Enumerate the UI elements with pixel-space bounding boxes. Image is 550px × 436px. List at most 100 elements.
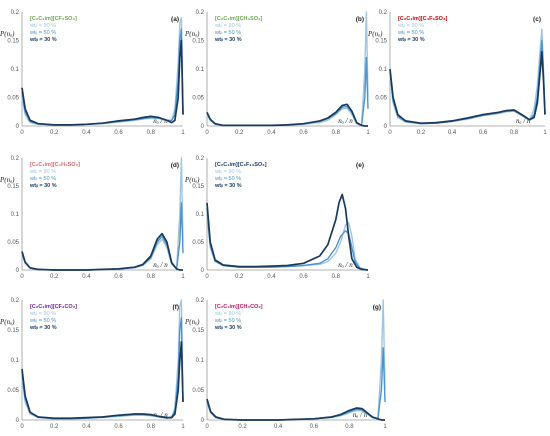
x-tick-label: 1 xyxy=(383,424,387,430)
y-tick-label: 0.2 xyxy=(379,10,388,16)
series-line xyxy=(21,341,184,420)
y-tick-label: 0.05 xyxy=(192,96,204,102)
x-tick-label: 0.8 xyxy=(332,274,341,280)
y-tick-label: 0.2 xyxy=(196,298,205,304)
y-tick-label: 0.15 xyxy=(192,39,204,45)
series-line xyxy=(206,56,369,127)
chart-panel: 0 0.05 0.1 0.15 0.2 0 0.2 0.4 0.6 0.8 1 P(nₐ) nₐ / n… xyxy=(184,298,387,430)
y-tick-label: 0.1 xyxy=(11,67,20,73)
ionic-liquid-label: [C₂C₁im][CH₃SO₃] xyxy=(215,16,263,22)
x-axis-label: nₐ / n xyxy=(353,411,368,419)
x-tick-label: 0.6 xyxy=(114,424,123,430)
series-line xyxy=(206,347,386,421)
legend-entry: wtᵢₗ = 30 % xyxy=(397,37,425,43)
x-axis-label: nₐ / n xyxy=(153,117,168,125)
legend-entry: wtᵢₗ = 90 % xyxy=(214,169,241,175)
legend-entry: wtᵢₗ = 50 % xyxy=(29,318,56,324)
chart-panel: 0 0.05 0.1 0.15 0.2 0 0.2 0.4 0.6 0.8 1 P(nₐ) nₐ / n… xyxy=(0,156,185,280)
series-line xyxy=(389,51,546,125)
chart-panel: 0 0.05 0.1 0.15 0.2 0 0.2 0.4 0.6 0.8 1 P(nₐ) nₐ / n… xyxy=(184,10,370,136)
x-tick-label: 0.4 xyxy=(448,130,457,136)
ionic-liquid-label: [C₂C₁im][CH₃CO₂] xyxy=(215,304,263,310)
x-tick-label: 0.4 xyxy=(82,424,91,430)
legend-entry: wtᵢₗ = 90 % xyxy=(214,23,241,29)
x-tick-label: 0.2 xyxy=(50,274,59,280)
x-tick-label: 0 xyxy=(20,274,24,280)
y-tick-label: 0.05 xyxy=(192,240,204,246)
y-tick-label: 0.05 xyxy=(375,96,387,102)
x-axis-label: nₐ / n xyxy=(338,117,353,125)
x-tick-label: 0.6 xyxy=(114,274,123,280)
x-tick-label: 0.6 xyxy=(310,424,319,430)
y-tick-label: 0.2 xyxy=(11,298,20,304)
x-tick-label: 0.2 xyxy=(50,424,59,430)
y-tick-label: 0.15 xyxy=(7,328,19,334)
x-tick-label: 0.2 xyxy=(417,130,426,136)
legend-entry: wtᵢₗ = 50 % xyxy=(397,30,424,36)
x-tick-label: 0.8 xyxy=(345,424,354,430)
x-tick-label: 0.2 xyxy=(235,274,244,280)
y-tick-label: 0.15 xyxy=(192,328,204,334)
y-tick-label: 0.05 xyxy=(7,388,19,394)
x-tick-label: 0.6 xyxy=(299,274,308,280)
x-tick-label: 0 xyxy=(205,130,209,136)
x-axis-label: nₐ / n xyxy=(153,261,168,269)
x-axis-label: nₐ / n xyxy=(153,411,168,419)
x-tick-label: 0 xyxy=(388,130,392,136)
x-tick-label: 0.6 xyxy=(479,130,488,136)
y-axis-label: P(nₐ) xyxy=(184,318,200,326)
legend-entry: wtᵢₗ = 30 % xyxy=(214,325,242,331)
series-line xyxy=(21,39,184,126)
chart-panel: 0 0.05 0.1 0.15 0.2 0 0.2 0.4 0.6 0.8 1 P(nₐ) nₐ / n… xyxy=(0,10,185,136)
x-tick-label: 0.2 xyxy=(50,130,59,136)
y-tick-label: 0.15 xyxy=(375,39,387,45)
x-axis-label: nₐ / n xyxy=(516,117,531,125)
y-tick-label: 0.1 xyxy=(196,212,205,218)
panel-label: (e) xyxy=(356,162,364,169)
ionic-liquid-label: [C₂C₁im][CF₃SO₃] xyxy=(30,16,77,22)
chart-panel: 0 0.05 0.1 0.15 0.2 0 0.2 0.4 0.6 0.8 1 P(nₐ) nₐ / n… xyxy=(0,298,185,430)
y-axis-label: P(nₐ) xyxy=(367,30,383,38)
series-line xyxy=(206,398,385,421)
y-tick-label: 0 xyxy=(384,124,388,130)
x-tick-label: 1 xyxy=(543,130,547,136)
x-tick-label: 1 xyxy=(181,130,185,136)
x-tick-label: 0.4 xyxy=(267,274,276,280)
y-tick-label: 0 xyxy=(201,268,205,274)
panel-label: (d) xyxy=(171,162,179,169)
y-axis-label: P(nₐ) xyxy=(184,30,200,38)
x-tick-label: 1 xyxy=(366,274,370,280)
legend-entry: wtᵢₗ = 30 % xyxy=(29,183,57,189)
x-tick-label: 0.2 xyxy=(235,130,244,136)
x-tick-label: 0.4 xyxy=(82,274,91,280)
legend-entry: wtᵢₗ = 90 % xyxy=(29,311,56,317)
x-tick-label: 0.8 xyxy=(510,130,519,136)
y-tick-label: 0.15 xyxy=(7,39,19,45)
panel-label: (b) xyxy=(356,16,364,23)
y-tick-label: 0.2 xyxy=(11,156,20,162)
x-tick-label: 0.6 xyxy=(114,130,123,136)
ionic-liquid-label: [C₂C₁im][C₆F₁₃SO₃] xyxy=(215,162,267,168)
x-tick-label: 0.8 xyxy=(332,130,341,136)
panel-label: (a) xyxy=(171,16,179,23)
x-axis-label: nₐ / n xyxy=(338,261,353,269)
x-tick-label: 0 xyxy=(20,130,24,136)
y-tick-label: 0.1 xyxy=(196,358,205,364)
legend-entry: wtᵢₗ = 30 % xyxy=(214,183,242,189)
series-line xyxy=(206,103,368,127)
legend-entry: wtᵢₗ = 50 % xyxy=(214,30,241,36)
y-tick-label: 0.15 xyxy=(192,184,204,190)
ionic-liquid-label: [C₂C₁im][C₄F₉SO₃] xyxy=(398,16,447,22)
x-tick-label: 0 xyxy=(205,424,209,430)
chart-panel: 0 0.05 0.1 0.15 0.2 0 0.2 0.4 0.6 0.8 1 P(nₐ) nₐ / n… xyxy=(184,156,370,280)
x-tick-label: 0.4 xyxy=(82,130,91,136)
y-tick-label: 0.1 xyxy=(379,67,388,73)
series-line xyxy=(21,317,184,420)
legend-entry: wtᵢₗ = 50 % xyxy=(29,176,56,182)
x-tick-label: 0.8 xyxy=(147,424,156,430)
panel-label: (f) xyxy=(173,304,180,311)
y-tick-label: 0.1 xyxy=(11,358,20,364)
x-tick-label: 0.6 xyxy=(299,130,308,136)
y-tick-label: 0 xyxy=(201,418,205,424)
y-tick-label: 0.05 xyxy=(7,240,19,246)
